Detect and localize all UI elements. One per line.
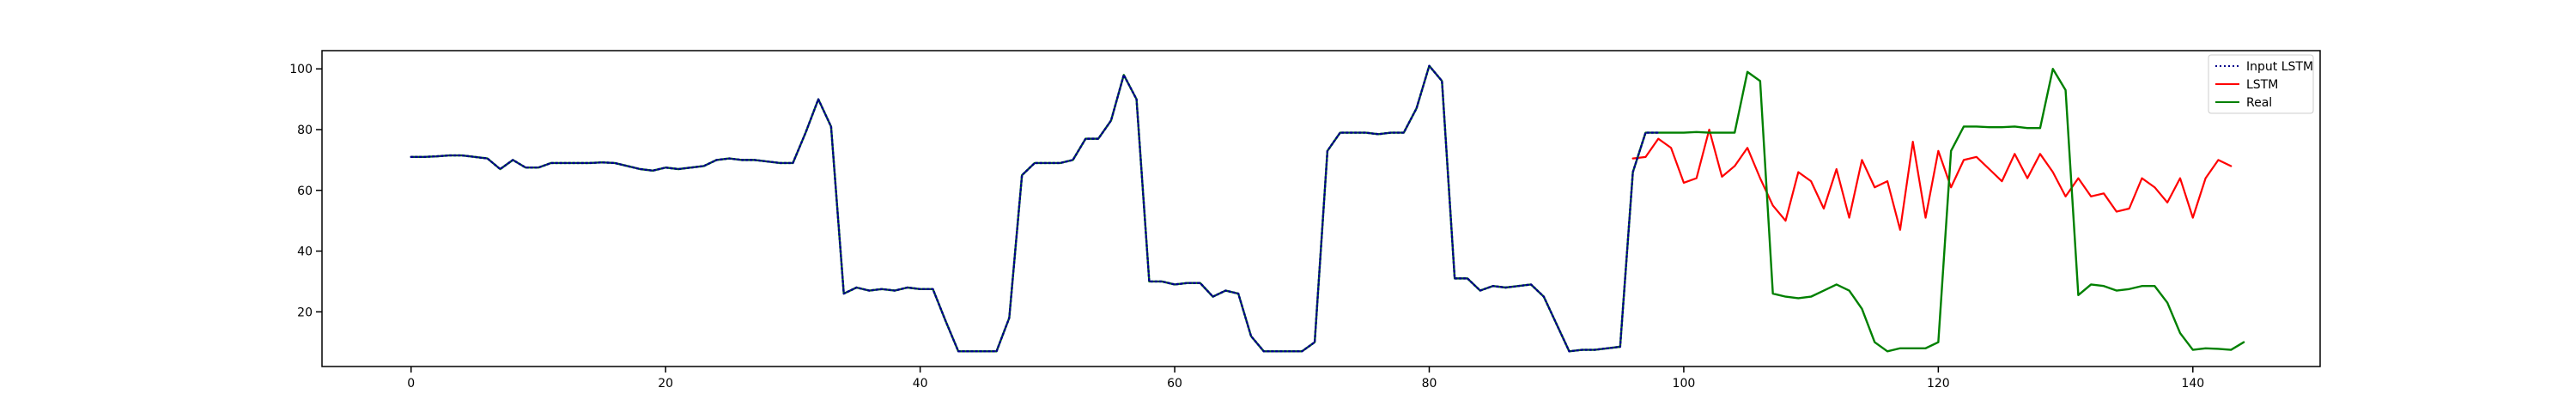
y-tick-label: 40 [297,245,313,259]
x-tick-label: 40 [913,377,928,391]
legend: Input LSTM LSTM Real [2208,54,2314,114]
x-tick-label: 140 [2181,377,2204,391]
x-tick-label: 80 [1422,377,1437,391]
y-tick-label: 20 [297,306,313,319]
series-line-input-lstm [410,64,1660,353]
y-tick-label: 100 [289,63,313,76]
legend-box [2208,54,2314,114]
x-tick-label: 20 [658,377,673,391]
y-tick-label: 80 [297,124,313,137]
legend-label-input-lstm: Input LSTM [2246,60,2313,74]
x-tick-label: 120 [1927,377,1950,391]
axes-layer: 0 20 40 60 80 100 120 140 20 40 60 80 100 [289,50,2321,391]
series-line-lstm [1631,128,2233,231]
x-tick-label: 100 [1673,377,1696,391]
x-tick-label: 60 [1167,377,1182,391]
legend-label-lstm: LSTM [2246,78,2278,92]
series-layer [410,64,2245,353]
plot-frame [321,50,2321,367]
x-tick-label: 0 [407,377,415,391]
y-tick-label: 60 [297,185,313,198]
legend-label-real: Real [2246,96,2272,110]
